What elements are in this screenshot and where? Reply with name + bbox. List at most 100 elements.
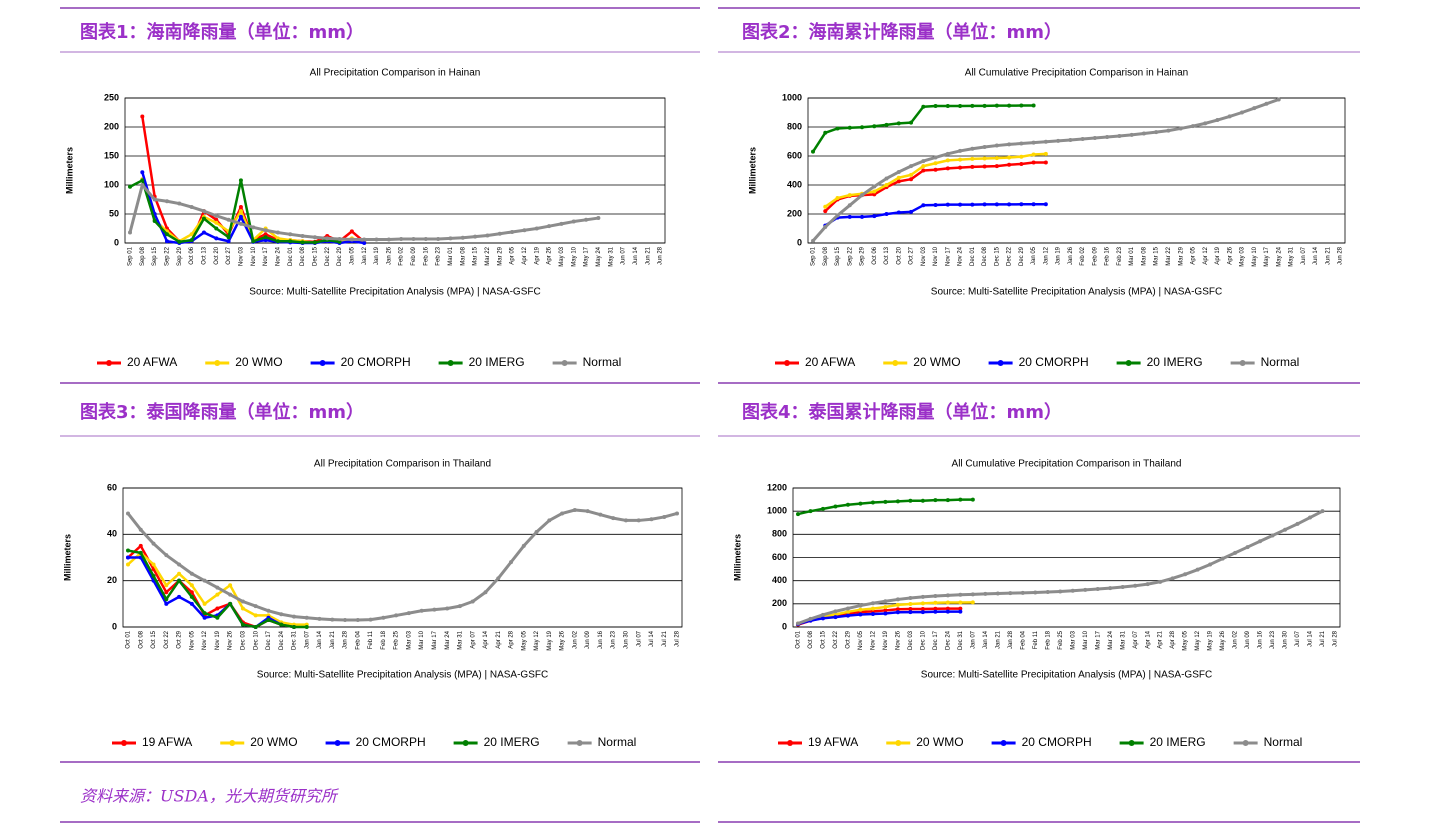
point (1141, 131, 1146, 136)
x-tick-label: Dec 03 (908, 630, 914, 650)
legend-label: Normal (1261, 355, 1300, 369)
point (317, 616, 322, 621)
plot-frame (807, 97, 1346, 244)
point (1320, 509, 1325, 514)
x-tick-label: Jan 12 (1043, 246, 1049, 265)
point (933, 606, 938, 611)
x-tick-label: Mar 15 (1154, 246, 1160, 265)
point (958, 165, 963, 170)
x-tick-label: Apr 12 (1203, 246, 1209, 264)
point (920, 607, 925, 612)
point (970, 156, 975, 161)
x-tick-label: Jun 14 (633, 246, 639, 265)
point (1264, 101, 1269, 106)
point (1215, 118, 1220, 123)
point (534, 530, 539, 535)
x-tick-label: Dec 22 (1007, 246, 1013, 266)
point (251, 225, 256, 230)
point (337, 239, 342, 244)
point (1233, 550, 1238, 555)
point (994, 156, 999, 161)
x-tick-label: Mar 22 (485, 246, 491, 265)
point (399, 236, 404, 241)
legend-label: 20 IMERG (469, 355, 525, 369)
point (214, 226, 219, 231)
x-tick-label: Apr 28 (509, 630, 515, 648)
x-tick-label: Mar 17 (432, 630, 438, 649)
x-tick-label: May 24 (1276, 246, 1282, 266)
point (126, 555, 130, 560)
point (189, 571, 194, 576)
point (970, 497, 975, 502)
point (958, 157, 963, 162)
y-axis-label: Millimeters (64, 147, 74, 194)
y-tick-label: 50 (109, 208, 119, 218)
point (636, 518, 641, 523)
chart-title: All Precipitation Comparison in Thailand (314, 459, 491, 470)
point (982, 145, 987, 150)
x-tick-label: Feb 25 (394, 630, 400, 649)
x-tick-label: Sep 29 (860, 246, 866, 266)
point (908, 601, 913, 606)
x-tick-label: May 17 (1264, 246, 1270, 266)
source-label: Source: Multi-Satellite Precipitation An… (921, 670, 1212, 681)
x-tick-label: Feb 25 (1058, 630, 1064, 649)
x-tick-label: Oct 08 (138, 630, 144, 648)
x-tick-label: Oct 29 (846, 630, 852, 648)
point (970, 103, 975, 108)
point (164, 239, 169, 244)
point (845, 613, 850, 618)
point (982, 103, 987, 108)
y-tick-label: 40 (107, 529, 117, 539)
point (215, 606, 220, 611)
point (933, 498, 938, 503)
point (909, 120, 914, 125)
point (908, 610, 913, 615)
x-tick-label: Nov 10 (251, 246, 257, 266)
legend-label: 20 CMORPH (356, 735, 426, 749)
point (945, 606, 950, 611)
point (1227, 114, 1232, 119)
series-line (797, 509, 1324, 625)
point (1033, 590, 1038, 595)
point (811, 149, 815, 154)
point (151, 574, 156, 579)
x-tick-label: Nov 24 (958, 246, 964, 266)
y-tick-label: 1000 (767, 506, 787, 516)
x-tick-label: Nov 24 (275, 246, 281, 266)
x-tick-label: May 24 (596, 246, 602, 266)
legend-label: Normal (598, 735, 637, 749)
point (958, 497, 963, 502)
x-tick-label: Jan 14 (317, 630, 323, 649)
point (1043, 139, 1048, 144)
point (847, 203, 852, 208)
x-tick-label: Mar 08 (460, 246, 466, 265)
point (238, 205, 243, 210)
x-tick-label: Feb 04 (355, 630, 361, 649)
y-tick-label: 1000 (782, 92, 802, 102)
point (1108, 586, 1113, 591)
point (958, 609, 963, 614)
x-tick-label: May 26 (1220, 630, 1226, 650)
x-tick-label: Jul 21 (662, 630, 668, 647)
legend-dot (447, 360, 454, 366)
point (291, 625, 296, 629)
x-tick-label: Jun 16 (598, 630, 604, 649)
x-tick-label: Apr 26 (547, 246, 553, 264)
point (970, 202, 975, 207)
legend-label: 19 AFWA (808, 735, 858, 749)
point (1245, 545, 1250, 550)
y-tick-label: 1200 (767, 482, 787, 492)
point (126, 562, 130, 567)
source-label: Source: Multi-Satellite Precipitation An… (257, 670, 548, 681)
point (534, 226, 539, 231)
x-tick-label: Mar 10 (1083, 630, 1089, 649)
point (945, 593, 950, 598)
point (355, 618, 360, 623)
point (945, 166, 950, 171)
series-line (811, 98, 1280, 242)
point (920, 601, 925, 606)
legend-label: 19 AFWA (142, 735, 192, 749)
point (847, 125, 852, 130)
point (833, 504, 838, 509)
